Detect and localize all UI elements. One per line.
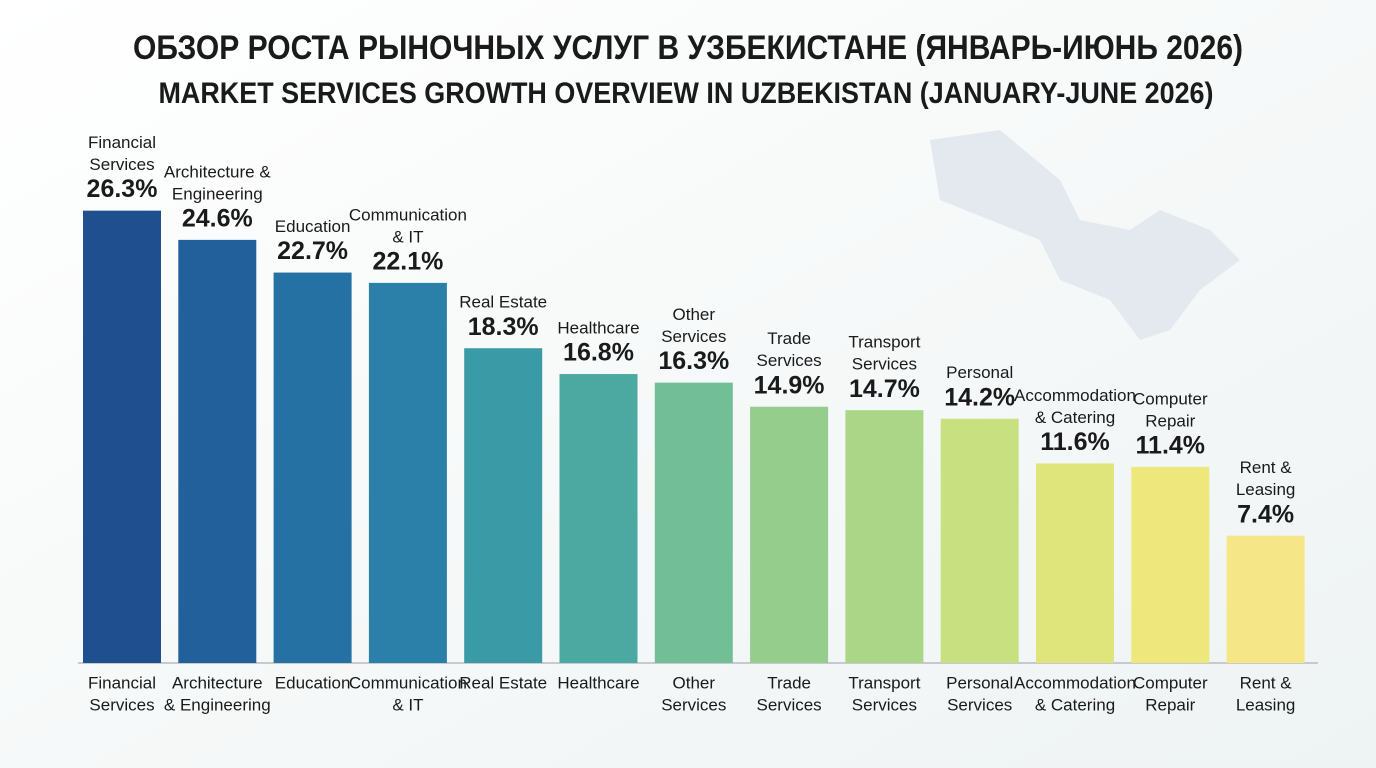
bar-label: Healthcare	[557, 319, 639, 338]
value-label: 14.9%	[754, 371, 825, 399]
value-label: 16.3%	[658, 347, 729, 375]
bar-label: & Catering	[1035, 408, 1115, 427]
x-tick-label: & IT	[392, 695, 423, 714]
x-tick-label: Healthcare	[557, 673, 639, 692]
bar-label: Computer	[1133, 389, 1208, 408]
value-label: 18.3%	[468, 313, 539, 341]
x-tick-label: Rent &	[1240, 673, 1293, 692]
bar	[559, 374, 638, 663]
x-tick-label: Architecture	[172, 673, 263, 692]
bar-label: Education	[275, 217, 351, 236]
bar-label: Rent &	[1240, 458, 1293, 477]
bar	[464, 348, 543, 663]
bar-label: Services	[661, 327, 726, 346]
bar	[1131, 466, 1210, 663]
x-tick-label: Services	[947, 695, 1012, 714]
bar-label: & IT	[392, 227, 423, 246]
bar-label: Services	[852, 355, 917, 374]
bar-label: Personal	[946, 363, 1013, 382]
x-tick-label: Other	[673, 673, 716, 692]
value-label: 14.7%	[849, 375, 920, 403]
x-tick-label: & Engineering	[164, 695, 271, 714]
value-label: 26.3%	[87, 175, 158, 203]
chart-title: ОБЗОР РОСТА РЫНОЧНЫХ УСЛУГ В УЗБЕКИСТАНЕ…	[133, 29, 1243, 67]
bar	[654, 382, 733, 663]
bar-label: Transport	[848, 333, 920, 352]
bar-label: Real Estate	[459, 293, 547, 312]
bar	[178, 239, 257, 663]
x-tick-label: & Catering	[1035, 695, 1115, 714]
bar-label: Repair	[1145, 411, 1195, 430]
x-tick-label: Services	[661, 695, 726, 714]
value-label: 14.2%	[944, 383, 1015, 411]
map-shape	[930, 130, 1240, 340]
x-tick-label: Personal	[946, 673, 1013, 692]
x-tick-label: Real Estate	[459, 673, 547, 692]
x-tick-label: Financial	[88, 673, 156, 692]
bar	[368, 282, 447, 663]
x-tick-label: Communication	[349, 673, 467, 692]
bar	[845, 410, 924, 663]
bar-label: Services	[757, 351, 822, 370]
x-tick-label: Trade	[767, 673, 811, 692]
bar-label: Other	[673, 305, 716, 324]
bar-label: Engineering	[172, 184, 263, 203]
x-tick-label: Services	[757, 695, 822, 714]
bar-label: Trade	[767, 329, 811, 348]
bar-label: Architecture &	[164, 162, 271, 181]
bar	[750, 406, 829, 663]
value-label: 7.4%	[1237, 500, 1294, 528]
value-label: 22.1%	[372, 247, 443, 275]
x-tick-label: Education	[275, 673, 351, 692]
bar-label: Financial	[88, 133, 156, 152]
bar	[1036, 463, 1114, 663]
x-tick-label: Accommodation	[1014, 673, 1136, 692]
x-tick-label: Computer	[1133, 673, 1208, 692]
bar-label: Leasing	[1236, 480, 1296, 499]
chart-subtitle: MARKET SERVICES GROWTH OVERVIEW IN UZBEK…	[159, 77, 1214, 110]
x-tick-label: Services	[89, 695, 154, 714]
bar-label: Services	[89, 155, 154, 174]
value-label: 11.6%	[1040, 428, 1110, 456]
bar	[1226, 535, 1305, 663]
value-label: 22.7%	[277, 237, 348, 265]
value-label: 24.6%	[182, 204, 253, 232]
x-tick-label: Leasing	[1236, 695, 1296, 714]
bar-label: Accommodation	[1014, 386, 1136, 405]
value-label: 16.8%	[563, 339, 634, 367]
x-tick-label: Repair	[1145, 695, 1195, 714]
bar	[273, 272, 352, 663]
x-tick-label: Transport	[848, 673, 920, 692]
value-label: 11.4%	[1136, 432, 1206, 460]
x-tick-label: Services	[852, 695, 917, 714]
bar	[940, 418, 1019, 663]
bar-label: Communication	[349, 205, 467, 224]
bar	[83, 210, 161, 663]
